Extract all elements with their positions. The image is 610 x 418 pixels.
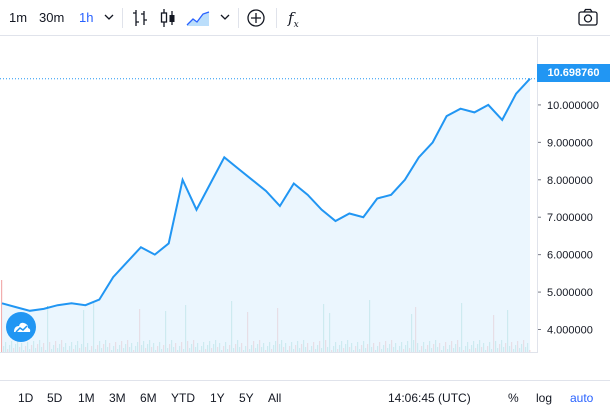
area-style-icon[interactable] [186,0,210,36]
range-6m[interactable]: 6M [140,391,157,405]
price-area-fill [2,78,530,352]
candles-style-icon[interactable] [159,0,177,36]
range-5y[interactable]: 5Y [239,391,254,405]
price-axis-label: 8.000000 [547,175,593,187]
range-3m[interactable]: 3M [109,391,126,405]
price-axis-label: 7.000000 [547,212,593,224]
utc-clock[interactable]: 14:06:45 (UTC) [388,391,471,405]
toolbar-separator [122,8,123,28]
indicators-button[interactable]: fx [288,0,299,36]
price-line [1,78,531,312]
tradingview-logo-icon[interactable] [6,312,36,342]
bars-style-icon[interactable] [131,0,149,36]
price-axis-label: 4.000000 [547,325,593,337]
camera-icon[interactable] [577,0,599,36]
chart-style-chevron-icon[interactable] [220,0,230,36]
range-1y[interactable]: 1Y [210,391,225,405]
toolbar-separator [238,8,239,28]
time-axis-border [0,352,537,353]
range-1m[interactable]: 1M [78,391,95,405]
range-all[interactable]: All [268,391,282,405]
range-ytd[interactable]: YTD [171,391,195,405]
interval-dropdown-chevron-icon[interactable] [104,0,114,36]
indicators-f-label: f [288,9,294,27]
price-axis-label: 9.000000 [547,137,593,149]
toolbar: 1m 30m 1h fx [0,0,610,36]
toolbar-separator [276,8,277,28]
compare-plus-icon[interactable] [246,0,266,36]
current-price-tag: 10.698760 [537,64,610,82]
price-axis-label: 10.000000 [547,100,599,112]
auto-toggle[interactable]: auto [570,391,594,405]
range-1d[interactable]: 1D [18,391,34,405]
price-chart[interactable]: 11.00000010.0000009.0000008.0000007.0000… [0,37,610,373]
price-axis-label: 6.000000 [547,250,593,262]
interval-1h[interactable]: 1h [79,10,94,25]
bottom-toolbar: 1D 5D 1M 3M 6M YTD 1Y 5Y All 14:06:45 (U… [0,380,610,418]
indicators-x-label: x [293,20,299,30]
range-5d[interactable]: 5D [47,391,63,405]
percent-toggle[interactable]: % [508,391,519,405]
volume-bar [1,280,3,352]
chart-area[interactable]: 11.00000010.0000009.0000008.0000007.0000… [0,37,610,373]
price-axis-border [537,37,538,353]
log-toggle[interactable]: log [536,391,553,405]
interval-1m[interactable]: 1m [9,10,28,25]
interval-30m[interactable]: 30m [39,10,65,25]
price-axis-label: 5.000000 [547,287,593,299]
